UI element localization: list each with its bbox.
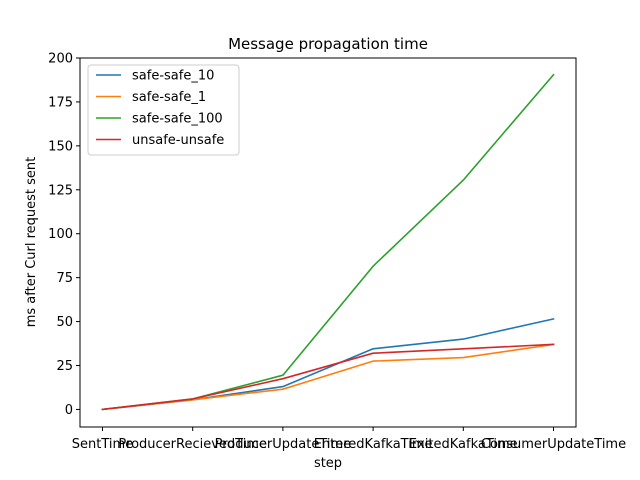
legend-label: safe-safe_1 — [132, 90, 206, 105]
y-axis-label: ms after Curl request sent — [24, 157, 39, 328]
y-tick-label: 100 — [48, 227, 73, 242]
y-tick-label: 150 — [48, 139, 73, 154]
legend-label: unsafe-unsafe — [132, 133, 224, 148]
x-tick-label: ConsumerUpdateTime — [481, 437, 626, 452]
x-tick-label: SentTime — [72, 437, 133, 452]
plot-area: 0 25 50 75 100 125 150 175 200 SentTimeProducerRe… — [48, 52, 626, 453]
series-line — [101, 343, 555, 411]
axes-frame — [79, 57, 577, 428]
chart-title: Message propagation time — [228, 35, 428, 53]
y-tick-label: 50 — [56, 315, 73, 330]
legend-label: safe-safe_10 — [132, 69, 214, 84]
legend-label: safe-safe_100 — [132, 112, 223, 127]
y-tick-label: 25 — [56, 359, 73, 374]
x-tick-label: ExitedKafkaTime — [409, 437, 518, 452]
y-tick-label: 125 — [48, 183, 73, 198]
x-axis-label: step — [314, 456, 342, 471]
x-tick-label: ProducerRecievedTime — [118, 437, 267, 452]
y-tick-label: 175 — [48, 95, 73, 110]
x-tick-label: EnteredKafkaTime — [314, 437, 433, 452]
x-tick-label: ProducerUpdateTime — [215, 437, 352, 452]
y-tick-label: 75 — [56, 271, 73, 286]
y-tick-label: 0 — [65, 403, 73, 418]
legend-box — [87, 64, 240, 156]
y-tick-label: 200 — [48, 52, 73, 67]
